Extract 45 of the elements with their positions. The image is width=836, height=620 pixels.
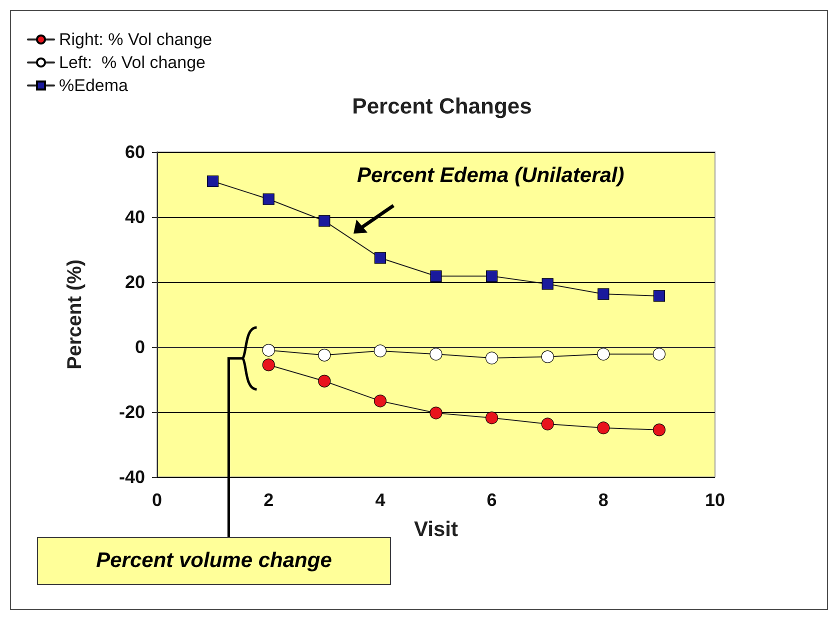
annotation: Percent Edema (Unilateral) bbox=[357, 164, 624, 188]
y-tick-label: 60 bbox=[124, 142, 145, 162]
x-tick-label: 6 bbox=[486, 490, 497, 510]
x-tick-label: 8 bbox=[598, 490, 608, 510]
y-tick-label: 20 bbox=[124, 272, 145, 292]
point bbox=[598, 288, 610, 300]
point bbox=[486, 352, 498, 364]
y-axis-title: Percent (%) bbox=[64, 259, 86, 370]
text: Percent volume change bbox=[37, 537, 391, 585]
x-tick-label: 0 bbox=[152, 490, 162, 510]
point bbox=[486, 412, 498, 424]
point bbox=[262, 193, 274, 205]
y-tick-label: -40 bbox=[118, 467, 145, 487]
point bbox=[541, 350, 554, 364]
point bbox=[430, 406, 442, 420]
point bbox=[207, 175, 219, 188]
point bbox=[318, 348, 331, 362]
point bbox=[542, 278, 554, 290]
y-tick-label: 40 bbox=[124, 207, 145, 227]
point bbox=[652, 348, 666, 360]
point bbox=[653, 290, 665, 302]
point bbox=[652, 424, 666, 436]
x-tick-label: 2 bbox=[264, 490, 274, 510]
x-tick-label: 4 bbox=[375, 490, 386, 510]
x-axis-title: Visit bbox=[414, 518, 458, 541]
y-tick-label: -20 bbox=[118, 402, 145, 422]
point bbox=[597, 422, 610, 434]
point bbox=[486, 270, 498, 282]
legend-label: %Edema bbox=[59, 76, 129, 95]
point bbox=[262, 344, 275, 357]
x-tick-label: 10 bbox=[704, 490, 726, 510]
point bbox=[374, 344, 386, 358]
point bbox=[597, 348, 610, 360]
point bbox=[430, 270, 442, 282]
y-tick-label: 0 bbox=[134, 337, 145, 357]
point bbox=[318, 374, 331, 388]
point bbox=[430, 348, 442, 360]
legend-label: Left: % Vol change bbox=[59, 53, 206, 72]
point bbox=[262, 358, 275, 372]
point bbox=[374, 394, 386, 408]
point bbox=[541, 418, 554, 430]
point bbox=[374, 252, 386, 264]
point bbox=[318, 215, 330, 227]
legend-label: Right: % Vol change bbox=[59, 30, 212, 49]
chart-title: Percent Changes bbox=[352, 94, 532, 118]
